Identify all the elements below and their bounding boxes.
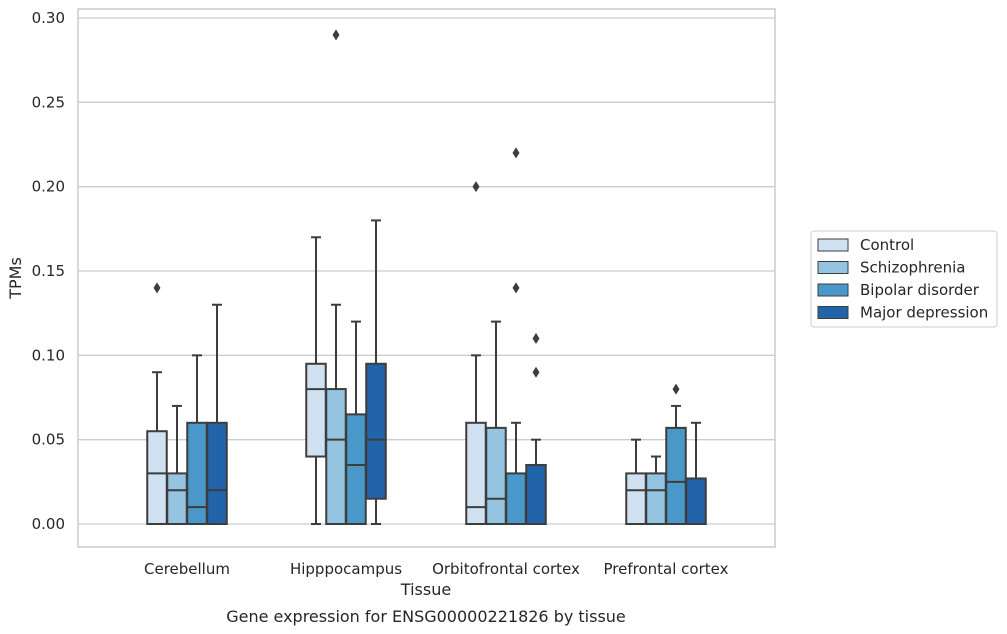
box-iqr: [505, 472, 527, 525]
box-0-0: [146, 282, 168, 526]
outlier-0: [472, 181, 480, 193]
box-groups: [146, 29, 707, 526]
box-2-3: [525, 332, 547, 526]
box-3-0: [625, 438, 647, 525]
y-axis-ticks: 0.00 0.05 0.10 0.15 0.20 0.25 0.30: [32, 9, 65, 533]
y-tick-label-1: 0.05: [32, 431, 65, 449]
outlier-0: [332, 29, 340, 41]
chart-caption: Gene expression for ENSG00000221826 by t…: [226, 607, 626, 626]
box-iqr: [525, 463, 547, 526]
y-tick-label-2: 0.10: [32, 346, 65, 364]
x-axis-label: Tissue: [400, 580, 451, 599]
legend-swatch-1: [817, 261, 849, 274]
legend-swatch-3: [817, 306, 849, 319]
y-axis-label: TPMs: [6, 257, 25, 300]
x-tick-label-1: Hipppocampus: [290, 560, 402, 578]
box-0-1: [166, 404, 188, 525]
outlier-0: [153, 282, 161, 294]
outlier-1: [512, 282, 520, 294]
box-iqr: [465, 421, 487, 525]
box-1-2: [345, 320, 367, 525]
legend: Control Schizophrenia Bipolar disorder Majo…: [810, 230, 998, 328]
box-iqr: [206, 421, 228, 525]
x-tick-label-0: Cerebellum: [144, 560, 230, 578]
box-1-1: [325, 29, 347, 526]
plot-frame: [77, 8, 776, 548]
legend-label-2: Bipolar disorder: [860, 281, 980, 299]
box-2-0: [465, 181, 487, 525]
outlier-0: [532, 332, 540, 344]
legend-frame: [810, 230, 998, 328]
y-tick-label-3: 0.15: [32, 262, 65, 280]
box-iqr: [625, 472, 647, 525]
box-iqr: [325, 388, 347, 526]
box-iqr: [645, 472, 667, 525]
box-iqr: [365, 362, 387, 500]
outlier-0: [672, 383, 680, 395]
box-3-3: [685, 421, 707, 525]
box-iqr: [305, 362, 327, 458]
box-1-3: [365, 219, 387, 525]
box-1-0: [305, 236, 327, 525]
box-iqr: [685, 477, 707, 525]
box-iqr: [345, 413, 367, 525]
legend-swatch-0: [817, 238, 849, 252]
x-axis-ticks: Cerebellum Hipppocampus Orbitofrontal cort…: [144, 560, 729, 578]
legend-label-1: Schizophrenia: [860, 259, 965, 277]
box-iqr: [485, 426, 507, 525]
box-3-2: [665, 383, 687, 525]
outlier-0: [512, 147, 520, 159]
legend-swatch-2: [817, 283, 849, 297]
box-iqr: [146, 430, 168, 526]
x-tick-label-3: Prefrontal cortex: [604, 560, 729, 578]
box-2-2: [505, 147, 527, 525]
y-tick-label-6: 0.30: [32, 9, 65, 27]
x-tick-label-2: Orbitofrontal cortex: [432, 560, 580, 578]
outlier-1: [532, 366, 540, 378]
box-0-2: [186, 354, 208, 525]
box-iqr: [186, 421, 208, 525]
box-0-3: [206, 303, 228, 525]
box-2-1: [485, 320, 507, 525]
box-3-1: [645, 455, 667, 525]
y-tick-label-4: 0.20: [32, 178, 65, 196]
box-iqr: [665, 426, 687, 525]
y-tick-label-5: 0.25: [32, 93, 65, 111]
box-iqr: [166, 472, 188, 525]
legend-label-3: Major depression: [860, 304, 988, 322]
legend-label-0: Control: [860, 236, 914, 254]
y-tick-label-0: 0.00: [32, 515, 65, 533]
